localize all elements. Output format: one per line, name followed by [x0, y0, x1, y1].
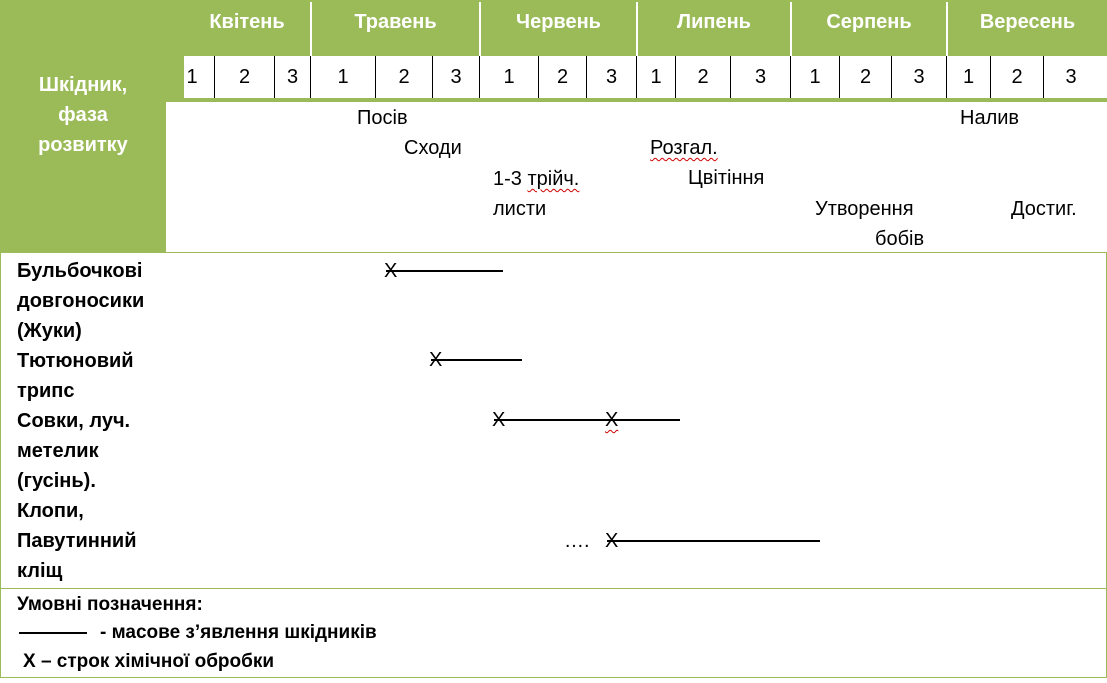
pre-appearance-dots: …. — [564, 530, 590, 552]
decade-separator — [636, 56, 637, 98]
decade-cell: 2 — [1011, 66, 1023, 88]
header-bottom-line — [0, 252, 1107, 253]
phase-flowering: Цвітіння — [688, 167, 765, 189]
decade-cell: 3 — [754, 66, 767, 88]
legend-title: Умовні позначення: — [17, 594, 203, 615]
month-divider — [479, 2, 481, 56]
decade-cell: 1 — [337, 66, 349, 88]
legend-mass-appearance: - масове з’явлення шкідників — [100, 622, 377, 643]
decade-cell: 2 — [398, 66, 410, 88]
decade-cell: 1 — [650, 66, 662, 88]
phase-leaves: листи — [493, 198, 547, 220]
pest-thrips: Тютюновий трипс — [17, 350, 134, 402]
body-bottom-line — [0, 588, 1107, 589]
decade-separator — [946, 56, 947, 98]
decade-cell: 2 — [697, 66, 709, 88]
mass-appearance-bar — [386, 270, 503, 272]
decade-separator — [274, 56, 275, 98]
decade-cell: 1 — [962, 66, 975, 88]
mass-appearance-bar — [431, 359, 522, 361]
phase-trifoliate: 1-3 трійч. — [493, 168, 580, 190]
decade-separator — [675, 56, 676, 98]
phase-pods: бобів — [875, 228, 925, 250]
decade-separator — [214, 56, 215, 98]
month-july: Липень — [677, 11, 751, 33]
decade-separator — [538, 56, 539, 98]
legend-treatment: Х – строк хімічної обробки — [23, 651, 275, 672]
decade-row-strip — [166, 98, 1107, 102]
phase-filling: Налив — [960, 107, 1020, 129]
month-september: Вересень — [979, 11, 1076, 33]
month-divider — [790, 2, 792, 56]
decade-cell: 3 — [913, 66, 925, 88]
decade-separator — [375, 56, 376, 98]
decade-separator — [479, 56, 480, 98]
month-divider — [946, 2, 948, 56]
decade-cell: 1 — [186, 66, 198, 88]
decade-cell: 3 — [1065, 66, 1077, 88]
month-divider — [636, 2, 638, 56]
decade-cell: 3 — [450, 66, 462, 88]
month-april: Квітень — [209, 11, 285, 33]
phase-sowing: Посів — [357, 107, 408, 129]
left-border — [0, 252, 1, 678]
decade-cell: 2 — [859, 66, 872, 88]
pest-column-title: Шкідник, фаза розвитку — [38, 74, 128, 156]
decade-separator — [839, 56, 840, 98]
decade-cell: 1 — [503, 66, 515, 88]
phases-area — [166, 102, 1107, 252]
phase-pod-formation: Утворення — [815, 198, 914, 220]
decade-cell: 3 — [286, 66, 299, 88]
month-divider — [310, 2, 312, 56]
decade-cell: 1 — [809, 66, 821, 88]
decade-cell: 3 — [605, 66, 618, 88]
month-august: Серпень — [826, 11, 912, 33]
month-may: Травень — [354, 11, 437, 33]
decade-separator — [730, 56, 731, 98]
mass-appearance-bar — [607, 540, 820, 542]
phase-ripening: Достиг. — [1011, 198, 1077, 220]
pest-weevils: Бульбочкові довгоносики (Жуки) — [17, 260, 145, 342]
legend-line-sample — [19, 632, 87, 634]
decade-separator — [891, 56, 892, 98]
mass-appearance-bar — [494, 419, 680, 421]
decade-separator — [790, 56, 791, 98]
phase-sprouts: Сходи — [404, 137, 462, 159]
pest-column-header — [0, 56, 166, 252]
decade-separator — [990, 56, 991, 98]
decade-row — [184, 56, 1107, 98]
phase-branching: Розгал. — [650, 137, 718, 159]
decade-separator — [310, 56, 311, 98]
header-background — [0, 0, 1107, 56]
decade-separator — [1043, 56, 1044, 98]
pest-bugs-mites: Клопи, Павутинний кліщ — [17, 500, 137, 582]
month-june: Червень — [516, 11, 601, 33]
decade-separator — [586, 56, 587, 98]
decade-separator — [432, 56, 433, 98]
decade-cell: 2 — [238, 66, 251, 88]
decade-cell: 2 — [556, 66, 569, 88]
pest-cutworms: Совки, луч. метелик (гусінь). — [17, 410, 131, 492]
legend-bottom-line — [0, 677, 1107, 678]
